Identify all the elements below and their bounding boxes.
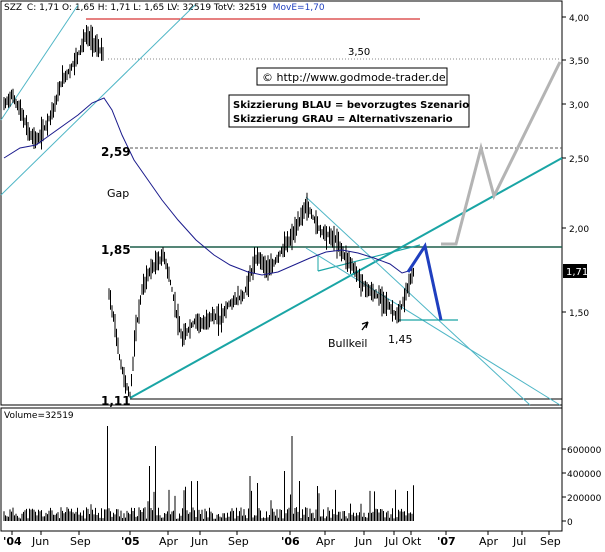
time-axis-tick-label: Sep <box>540 535 561 548</box>
price-axis-tick-label: 2,50 <box>569 155 589 165</box>
price-bars <box>3 24 414 398</box>
label-350: 3,50 <box>348 47 370 58</box>
price-axis-tick-label: 3,00 <box>569 101 589 111</box>
scenario-legend-box <box>228 94 470 128</box>
time-axis-tick-label: Apr <box>479 535 499 548</box>
label-wedge-low: 1,45 <box>388 333 413 346</box>
current-price-text: 1,71 <box>566 267 588 278</box>
volume-label: Volume=32519 <box>4 411 74 421</box>
volume-axis-ticks: 0 200000 400000 600000 <box>562 446 602 528</box>
price-panel-frame <box>0 0 563 406</box>
bullkeil-arrow-icon <box>361 321 369 331</box>
main-trendline <box>129 157 563 399</box>
label-gap: Gap <box>107 187 129 200</box>
price-axis-tick-label: 3,50 <box>569 57 589 67</box>
copyright-text: © http://www.godmode-trader.de <box>262 71 446 84</box>
copyright-box <box>256 67 448 86</box>
volume-bars <box>3 426 414 521</box>
legend-blue-text: Skizzierung BLAU = bevorzugtes Szenario <box>233 100 469 111</box>
time-axis-tick-label: Jun <box>354 535 372 548</box>
time-axis-tick-label: Apr <box>159 535 179 548</box>
time-axis-ticks: '04 Jun Sep '05 Apr Jun Sep '06 Apr Jun Jul Okt '07 A… <box>3 531 561 548</box>
header-ticker: SZZ C: 1,71 O: 1,65 H: 1,71 L: 1,65 LV: … <box>4 3 325 13</box>
volume-axis-tick-label: 600000 <box>567 446 602 456</box>
label-259: 2,59 <box>101 145 131 159</box>
time-axis-tick-label: Jul <box>384 535 398 548</box>
wedge-breakout-line <box>317 244 421 272</box>
time-axis-tick-label: Jun <box>190 535 208 548</box>
gray-scenario-path <box>441 61 562 246</box>
label-185: 1,85 <box>101 243 131 257</box>
label-111: 1,11 <box>101 394 131 408</box>
wedge-upper <box>305 196 531 406</box>
time-axis-tick-label: Sep <box>228 535 249 548</box>
old-channel-upper <box>0 4 79 121</box>
time-axis-tick-label: '06 <box>281 535 300 548</box>
label-bullkeil: Bullkeil <box>328 337 368 350</box>
current-price-tag <box>563 264 587 278</box>
price-axis-tick-label: 4,00 <box>569 14 589 24</box>
time-axis-tick-label: Jun <box>31 535 49 548</box>
price-axis-tick-label: 1,50 <box>569 309 589 319</box>
time-axis-tick-label: Sep <box>70 535 91 548</box>
blue-scenario-path <box>406 242 443 321</box>
time-axis-tick-label: '05 <box>121 535 140 548</box>
legend-gray-text: Skizzierung GRAU = Alternativszenario <box>233 114 453 125</box>
time-axis-tick-label: Apr <box>316 535 336 548</box>
moving-average-line <box>3 97 413 276</box>
price-axis-ticks: 1,50 2,00 2,50 3,00 3,50 4,00 <box>562 14 589 319</box>
volume-axis-tick-label: 0 <box>567 518 573 528</box>
price-axis-tick-label: 2,00 <box>569 225 589 235</box>
time-axis-tick-label: '04 <box>3 535 22 548</box>
wedge-lower <box>305 247 561 406</box>
volume-axis-tick-label: 200000 <box>567 494 602 504</box>
time-axis-tick-label: Okt <box>402 535 422 548</box>
time-axis-tick-label: Jul <box>512 535 526 548</box>
time-axis-tick-label: '07 <box>437 535 456 548</box>
volume-axis-tick-label: 400000 <box>567 470 602 480</box>
